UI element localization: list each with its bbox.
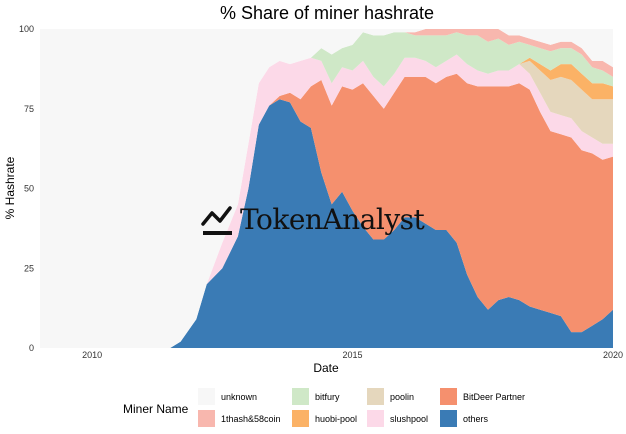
chart-title: % Share of miner hashrate [220, 3, 434, 23]
area-series-bitdeer-partner [40, 73, 613, 348]
legend-swatch-others [440, 410, 457, 427]
y-tick-label: 75 [24, 104, 34, 114]
legend-swatch-1thash-58coin [198, 410, 215, 427]
y-tick-label: 0 [29, 343, 34, 353]
area-series-unknown [40, 29, 613, 348]
legend: unknown 1thash&58coin bitfury huobi-pool poo… [198, 388, 525, 427]
watermark: TokenAnalyst [201, 203, 426, 236]
y-tick-label: 100 [19, 24, 34, 34]
legend-swatch-poolin [367, 388, 384, 405]
x-tick-label: 2010 [82, 350, 102, 360]
legend-label-bitfury: bitfury [315, 392, 340, 402]
x-axis-title: Date [313, 361, 339, 375]
watermark-logo-icon [201, 206, 232, 235]
x-tick-label: 2020 [603, 350, 623, 360]
plot-area [40, 29, 613, 348]
watermark-text: TokenAnalyst [240, 203, 426, 236]
legend-swatch-bitdeer-partner [440, 388, 457, 405]
legend-swatch-unknown [198, 388, 215, 405]
legend-label-poolin: poolin [390, 392, 414, 402]
y-tick-label: 25 [24, 263, 34, 273]
y-axis-title: % Hashrate [3, 156, 17, 219]
legend-label-slushpool: slushpool [390, 414, 428, 424]
axes: 0 25 50 75 100 2010 2015 2020 [19, 24, 623, 360]
area-series-others [40, 99, 613, 348]
legend-label-bitdeer-partner: BitDeer Partner [463, 392, 525, 402]
legend-label-1thash-58coin: 1thash&58coin [221, 414, 281, 424]
legend-label-huobi-pool: huobi-pool [315, 414, 357, 424]
legend-title: Miner Name [123, 402, 189, 416]
legend-swatch-bitfury [292, 388, 309, 405]
area-series-bitfury [40, 32, 613, 348]
legend-label-others: others [463, 414, 489, 424]
y-tick-label: 50 [24, 184, 34, 194]
legend-swatch-slushpool [367, 410, 384, 427]
x-tick-label: 2015 [343, 350, 363, 360]
area-series-poolin [40, 54, 613, 348]
legend-label-unknown: unknown [221, 392, 257, 402]
legend-swatch-huobi-pool [292, 410, 309, 427]
